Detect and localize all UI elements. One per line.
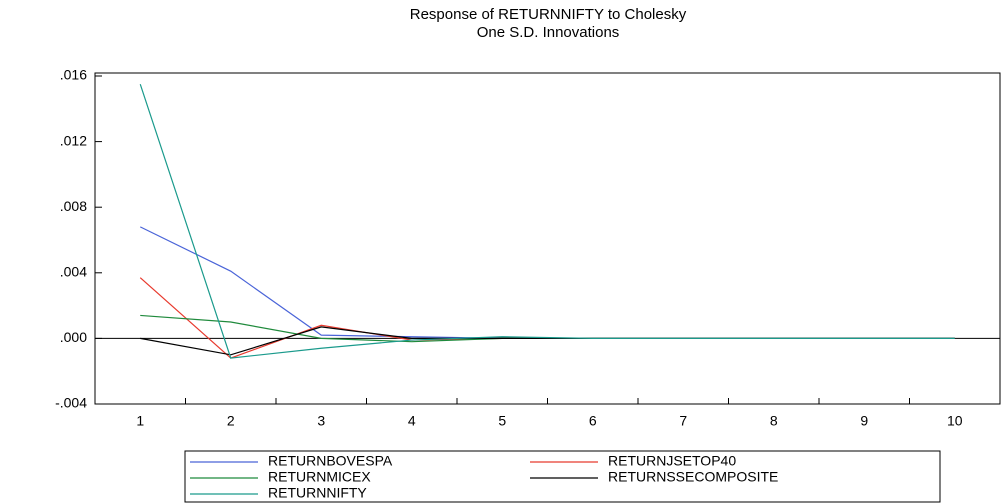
x-tick-label: 5 xyxy=(498,413,506,429)
x-tick-label: 7 xyxy=(679,413,687,429)
x-tick-label: 4 xyxy=(408,413,416,429)
legend-label: RETURNBOVESPA xyxy=(268,453,393,469)
legend-label: RETURNSSECOMPOSITE xyxy=(608,469,778,485)
y-tick-label: .004 xyxy=(60,264,87,280)
series-line xyxy=(139,226,955,339)
y-tick-label: .000 xyxy=(60,329,87,345)
y-tick-label: .008 xyxy=(60,198,87,214)
y-tick-label: -.004 xyxy=(55,395,87,411)
series-line xyxy=(140,326,955,356)
y-tick-label: .012 xyxy=(60,132,87,148)
legend-label: RETURNNIFTY xyxy=(268,485,367,501)
series-line xyxy=(139,277,955,359)
x-tick-label: 6 xyxy=(589,413,597,429)
y-tick-label: .016 xyxy=(60,67,87,83)
series-line xyxy=(139,84,955,359)
chart-title: Response of RETURNNIFTY to Cholesky xyxy=(410,6,687,23)
x-tick-label: 10 xyxy=(947,413,963,429)
x-tick-label: 1 xyxy=(136,413,144,429)
x-tick-label: 9 xyxy=(860,413,868,429)
legend-label: RETURNMICEX xyxy=(268,469,371,485)
legend-box xyxy=(184,450,941,503)
x-tick-label: 8 xyxy=(770,413,778,429)
x-tick-label: 3 xyxy=(317,413,325,429)
x-tick-label: 2 xyxy=(227,413,235,429)
chart-subtitle: One S.D. Innovations xyxy=(477,24,620,41)
legend-label: RETURNJSETOP40 xyxy=(608,453,736,469)
